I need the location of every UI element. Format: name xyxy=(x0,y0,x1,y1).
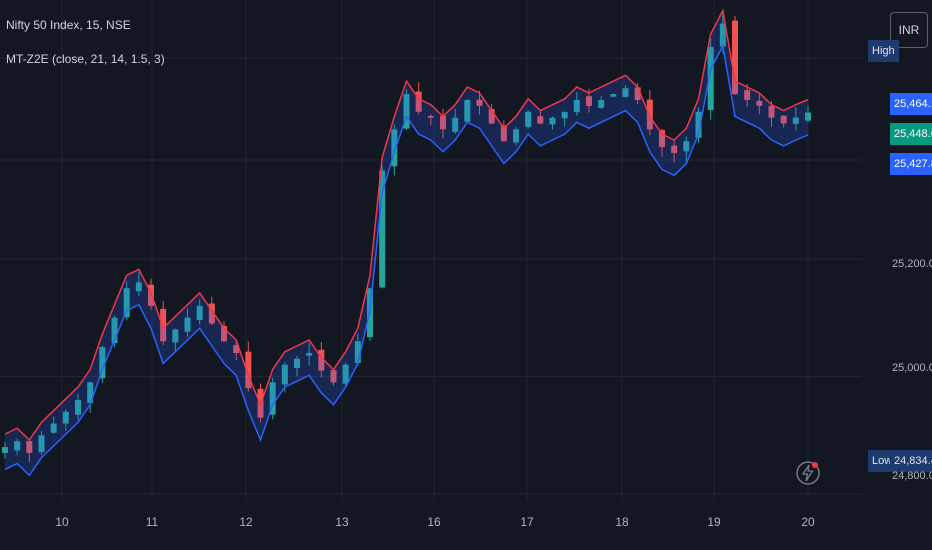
candle-body xyxy=(500,125,507,142)
candle-body xyxy=(513,129,519,143)
candle-body xyxy=(780,115,787,124)
candle-body xyxy=(610,94,617,97)
lightning-bolt-icon[interactable] xyxy=(795,460,821,486)
candle-body xyxy=(196,305,203,320)
candle-body xyxy=(87,382,94,403)
candle-body xyxy=(281,364,288,385)
time-axis-label: 18 xyxy=(615,515,629,529)
low-tag: Low xyxy=(868,450,897,472)
time-axis-label: 20 xyxy=(801,515,815,529)
candle-body xyxy=(99,347,106,379)
candle-body xyxy=(549,117,556,125)
price-axis-label: 25,200.00 xyxy=(892,258,932,270)
candle-body xyxy=(14,441,21,451)
candle-body xyxy=(756,100,763,106)
candle-body xyxy=(586,96,592,106)
candle-body xyxy=(26,441,33,453)
candle-body xyxy=(792,117,799,124)
time-axis-label: 19 xyxy=(707,515,721,529)
candle-body xyxy=(659,130,665,148)
candle-body xyxy=(75,400,81,415)
candle-body xyxy=(38,435,45,453)
candle-body xyxy=(172,329,179,343)
time-axis-label: 13 xyxy=(335,515,349,529)
time-axis-label: 16 xyxy=(427,515,441,529)
candle-body xyxy=(269,382,276,415)
candle-body xyxy=(160,308,167,342)
candle-body xyxy=(184,317,191,332)
candle-body xyxy=(440,115,446,130)
candle-body xyxy=(123,288,130,318)
candle-body xyxy=(537,116,544,124)
time-axis-label: 17 xyxy=(520,515,534,529)
candle-body xyxy=(707,47,714,110)
candle-body xyxy=(233,345,240,353)
candle-body xyxy=(318,349,325,371)
candle-body xyxy=(805,112,811,121)
price-tag-last: 25,448.65 xyxy=(890,123,932,145)
candle-body xyxy=(379,170,386,288)
time-axis-label: 11 xyxy=(145,515,159,529)
candle-body xyxy=(452,117,459,132)
candle-body xyxy=(719,23,726,47)
time-axis-label: 10 xyxy=(55,515,69,529)
candle-body xyxy=(427,115,434,118)
candle-body xyxy=(2,447,8,453)
band-upper-line xyxy=(4,8,809,442)
candle-body xyxy=(464,100,471,122)
candle-body xyxy=(476,99,483,106)
candle-body xyxy=(306,352,313,356)
high-tag: High xyxy=(868,40,899,62)
candle-body xyxy=(622,88,629,97)
candle-body xyxy=(671,145,678,153)
price-axis-label: 24,800.00 xyxy=(892,470,932,482)
candle-body xyxy=(354,341,361,364)
price-axis-label: 25,000.00 xyxy=(892,362,932,374)
candle-body xyxy=(294,358,300,368)
indicator-legend[interactable]: MT-Z2E (close, 21, 14, 1.5, 3) xyxy=(6,52,165,66)
candle-body xyxy=(561,111,568,119)
symbol-legend[interactable]: Nifty 50 Index, 15, NSE xyxy=(6,18,131,32)
candle-body xyxy=(342,364,349,384)
price-tag-upper: 25,464.12 xyxy=(890,93,932,115)
candle-body xyxy=(598,100,605,108)
candle-body xyxy=(744,89,751,100)
band-lower-line xyxy=(4,43,809,477)
candle-body xyxy=(525,111,532,127)
candle-body xyxy=(148,284,154,306)
candle-body xyxy=(62,411,69,424)
price-tag-lower: 25,427.83 xyxy=(890,153,932,175)
candle-body xyxy=(732,20,738,95)
candle-body xyxy=(391,129,398,167)
candle-body xyxy=(573,100,580,113)
candle-body xyxy=(634,87,641,100)
candle-body xyxy=(50,423,57,433)
candle-body xyxy=(488,109,495,124)
candle-body xyxy=(415,91,422,112)
candle-body xyxy=(245,351,252,389)
candle-body xyxy=(111,317,118,344)
time-axis-label: 12 xyxy=(239,515,253,529)
candle-body xyxy=(683,141,690,152)
low-value: 24,834.40 xyxy=(890,450,932,472)
candle-body xyxy=(695,111,702,138)
candle-body xyxy=(221,325,227,342)
candle-body xyxy=(330,370,337,383)
candle-body xyxy=(135,282,142,292)
band-fill xyxy=(5,10,808,476)
candle-body xyxy=(208,303,215,324)
candle-body xyxy=(403,94,410,129)
candle-body xyxy=(768,105,775,118)
